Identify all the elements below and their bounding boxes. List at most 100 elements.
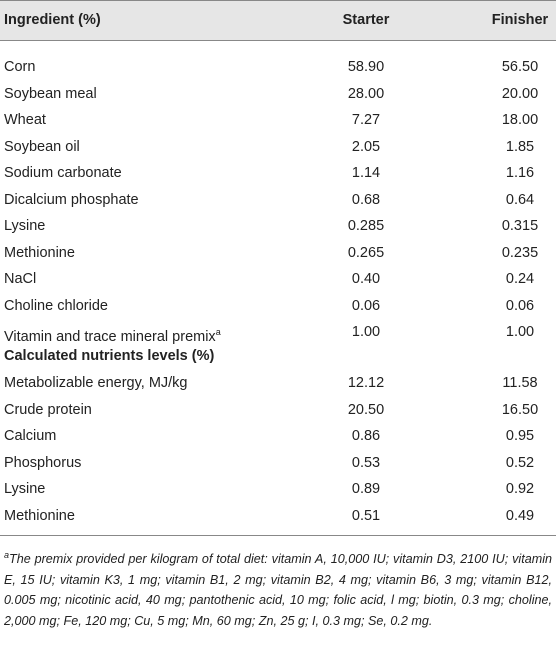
row-label-text: Wheat — [4, 112, 46, 128]
row-label-text: Soybean oil — [4, 138, 80, 155]
row-label: Calcium — [4, 426, 56, 446]
row-value-text: 12.12 — [347, 375, 385, 391]
row-value-text: 20.50 — [347, 401, 385, 418]
row-value: 7.27 — [316, 110, 416, 130]
row-value-text: 0.68 — [351, 191, 381, 208]
row-value: 1.00 — [470, 322, 556, 342]
footnote-marker: a — [215, 327, 221, 337]
row-value: 1.16 — [470, 163, 556, 183]
row-value: 20.50 — [316, 400, 416, 420]
row-value: 0.52 — [470, 453, 556, 473]
row-value: 0.235 — [470, 243, 556, 263]
row-value: 0.06 — [316, 296, 416, 316]
header-background — [0, 0, 556, 40]
row-value: 0.92 — [470, 479, 556, 499]
row-value: 0.53 — [316, 453, 416, 473]
row-value-text: 11.58 — [502, 375, 538, 391]
header-cell-text: Finisher — [491, 12, 549, 28]
row-value: 1.14 — [316, 163, 416, 183]
row-value-text: 1.00 — [351, 324, 381, 340]
row-value: 11.58 — [470, 373, 556, 393]
row-value-text: 56.50 — [501, 59, 539, 75]
row-value: 0.265 — [316, 243, 416, 263]
row-label: Lysine — [4, 479, 45, 499]
row-label-text: Phosphorus — [4, 454, 82, 471]
row-label-text: Calcium — [4, 428, 57, 444]
row-label: Wheat — [4, 110, 46, 130]
row-value: 12.12 — [316, 373, 416, 393]
row-label-text: Methionine — [4, 244, 75, 261]
row-value-text: 1.00 — [505, 324, 535, 340]
section-title-text: Calculated nutrients levels (%) — [4, 348, 215, 364]
row-value: 56.50 — [470, 57, 556, 77]
row-value-text: 0.06 — [505, 297, 535, 314]
row-value: 0.315 — [470, 216, 556, 236]
row-label: Soybean meal — [4, 84, 97, 104]
header-rule — [0, 40, 556, 41]
header-cell-text: Ingredient (%) — [4, 12, 101, 28]
row-value-text: 1.14 — [351, 165, 381, 181]
row-value-text: 0.52 — [505, 454, 535, 471]
row-label-text: Lysine — [4, 218, 46, 234]
row-label-text: NaCl — [4, 271, 37, 287]
row-label-text: Methionine — [4, 507, 75, 524]
row-label: Choline chloride — [4, 296, 108, 316]
row-label-text: Crude protein — [4, 401, 92, 418]
row-value: 28.00 — [316, 84, 416, 104]
row-value: 0.51 — [316, 506, 416, 526]
row-value: 0.86 — [316, 426, 416, 446]
row-label: Dicalcium phosphate — [4, 190, 139, 210]
section-title: Calculated nutrients levels (%) — [4, 346, 214, 366]
row-value-text: 1.16 — [505, 165, 535, 181]
row-value: 1.85 — [470, 137, 556, 157]
row-value-text: 0.89 — [351, 481, 381, 497]
row-value-text: 18.00 — [501, 112, 539, 128]
top-rule — [0, 0, 556, 1]
row-label-text: Lysine — [4, 481, 46, 497]
row-label-text: Metabolizable energy, MJ/kg — [4, 375, 188, 391]
header-cell: Starter — [316, 10, 416, 30]
header-cell: Finisher — [470, 10, 556, 30]
row-value: 0.06 — [470, 296, 556, 316]
row-label-text: Vitamin and trace mineral premix — [4, 328, 216, 345]
row-value-text: 0.64 — [505, 191, 535, 208]
row-label: Crude protein — [4, 400, 92, 420]
row-value: 2.05 — [316, 137, 416, 157]
row-value-text: 58.90 — [347, 59, 385, 75]
row-label-text: Sodium carbonate — [4, 165, 122, 181]
row-value: 0.285 — [316, 216, 416, 236]
footnote: aThe premix provided per kilogram of tot… — [4, 545, 552, 631]
row-label: Lysine — [4, 216, 45, 236]
row-label-text: Soybean meal — [4, 85, 97, 102]
row-value: 16.50 — [470, 400, 556, 420]
row-label: NaCl — [4, 269, 36, 289]
row-value-text: 0.86 — [351, 428, 381, 444]
row-value-text: 0.49 — [505, 507, 535, 524]
row-value: 0.24 — [470, 269, 556, 289]
row-value: 58.90 — [316, 57, 416, 77]
row-label-text: Choline chloride — [4, 297, 108, 314]
row-value: 18.00 — [470, 110, 556, 130]
row-value-text: 0.51 — [351, 507, 381, 524]
row-value-text: 0.40 — [351, 271, 381, 287]
row-value-text: 0.315 — [501, 218, 539, 234]
row-value-text: 0.06 — [351, 297, 381, 314]
row-label-text: Dicalcium phosphate — [4, 191, 139, 208]
row-value: 0.40 — [316, 269, 416, 289]
row-label: Methionine — [4, 506, 75, 526]
header-cell-text: Starter — [342, 12, 390, 28]
row-value-text: 28.00 — [347, 85, 385, 102]
row-value-text: 0.235 — [501, 244, 539, 261]
row-value-text: 0.53 — [351, 454, 381, 471]
row-label: Sodium carbonate — [4, 163, 122, 183]
row-value-text: 1.85 — [505, 138, 535, 155]
row-value: 1.00 — [316, 322, 416, 342]
row-label: Vitamin and trace mineral premixa — [4, 322, 221, 347]
row-value: 0.95 — [470, 426, 556, 446]
bottom-rule — [0, 535, 556, 536]
footnote-marker: a — [4, 550, 10, 560]
footnote-text: The premix provided per kilogram of tota… — [4, 552, 552, 628]
row-label: Corn — [4, 57, 35, 77]
row-value-text: 0.92 — [505, 481, 535, 497]
